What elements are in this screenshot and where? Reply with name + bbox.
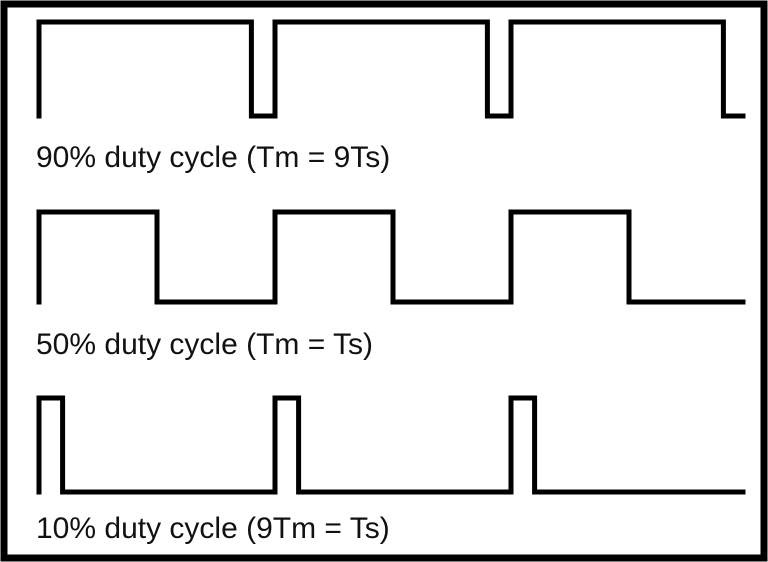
caption-10-percent: 10% duty cycle (9Tm = Ts) <box>36 512 390 545</box>
waveform-90-percent <box>36 19 746 119</box>
caption-50-percent: 50% duty cycle (Tm = Ts) <box>36 328 373 361</box>
caption-90-percent: 90% duty cycle (Tm = 9Ts) <box>36 141 390 174</box>
waveform-50-percent <box>36 209 746 305</box>
waveform-10-percent <box>36 395 746 495</box>
